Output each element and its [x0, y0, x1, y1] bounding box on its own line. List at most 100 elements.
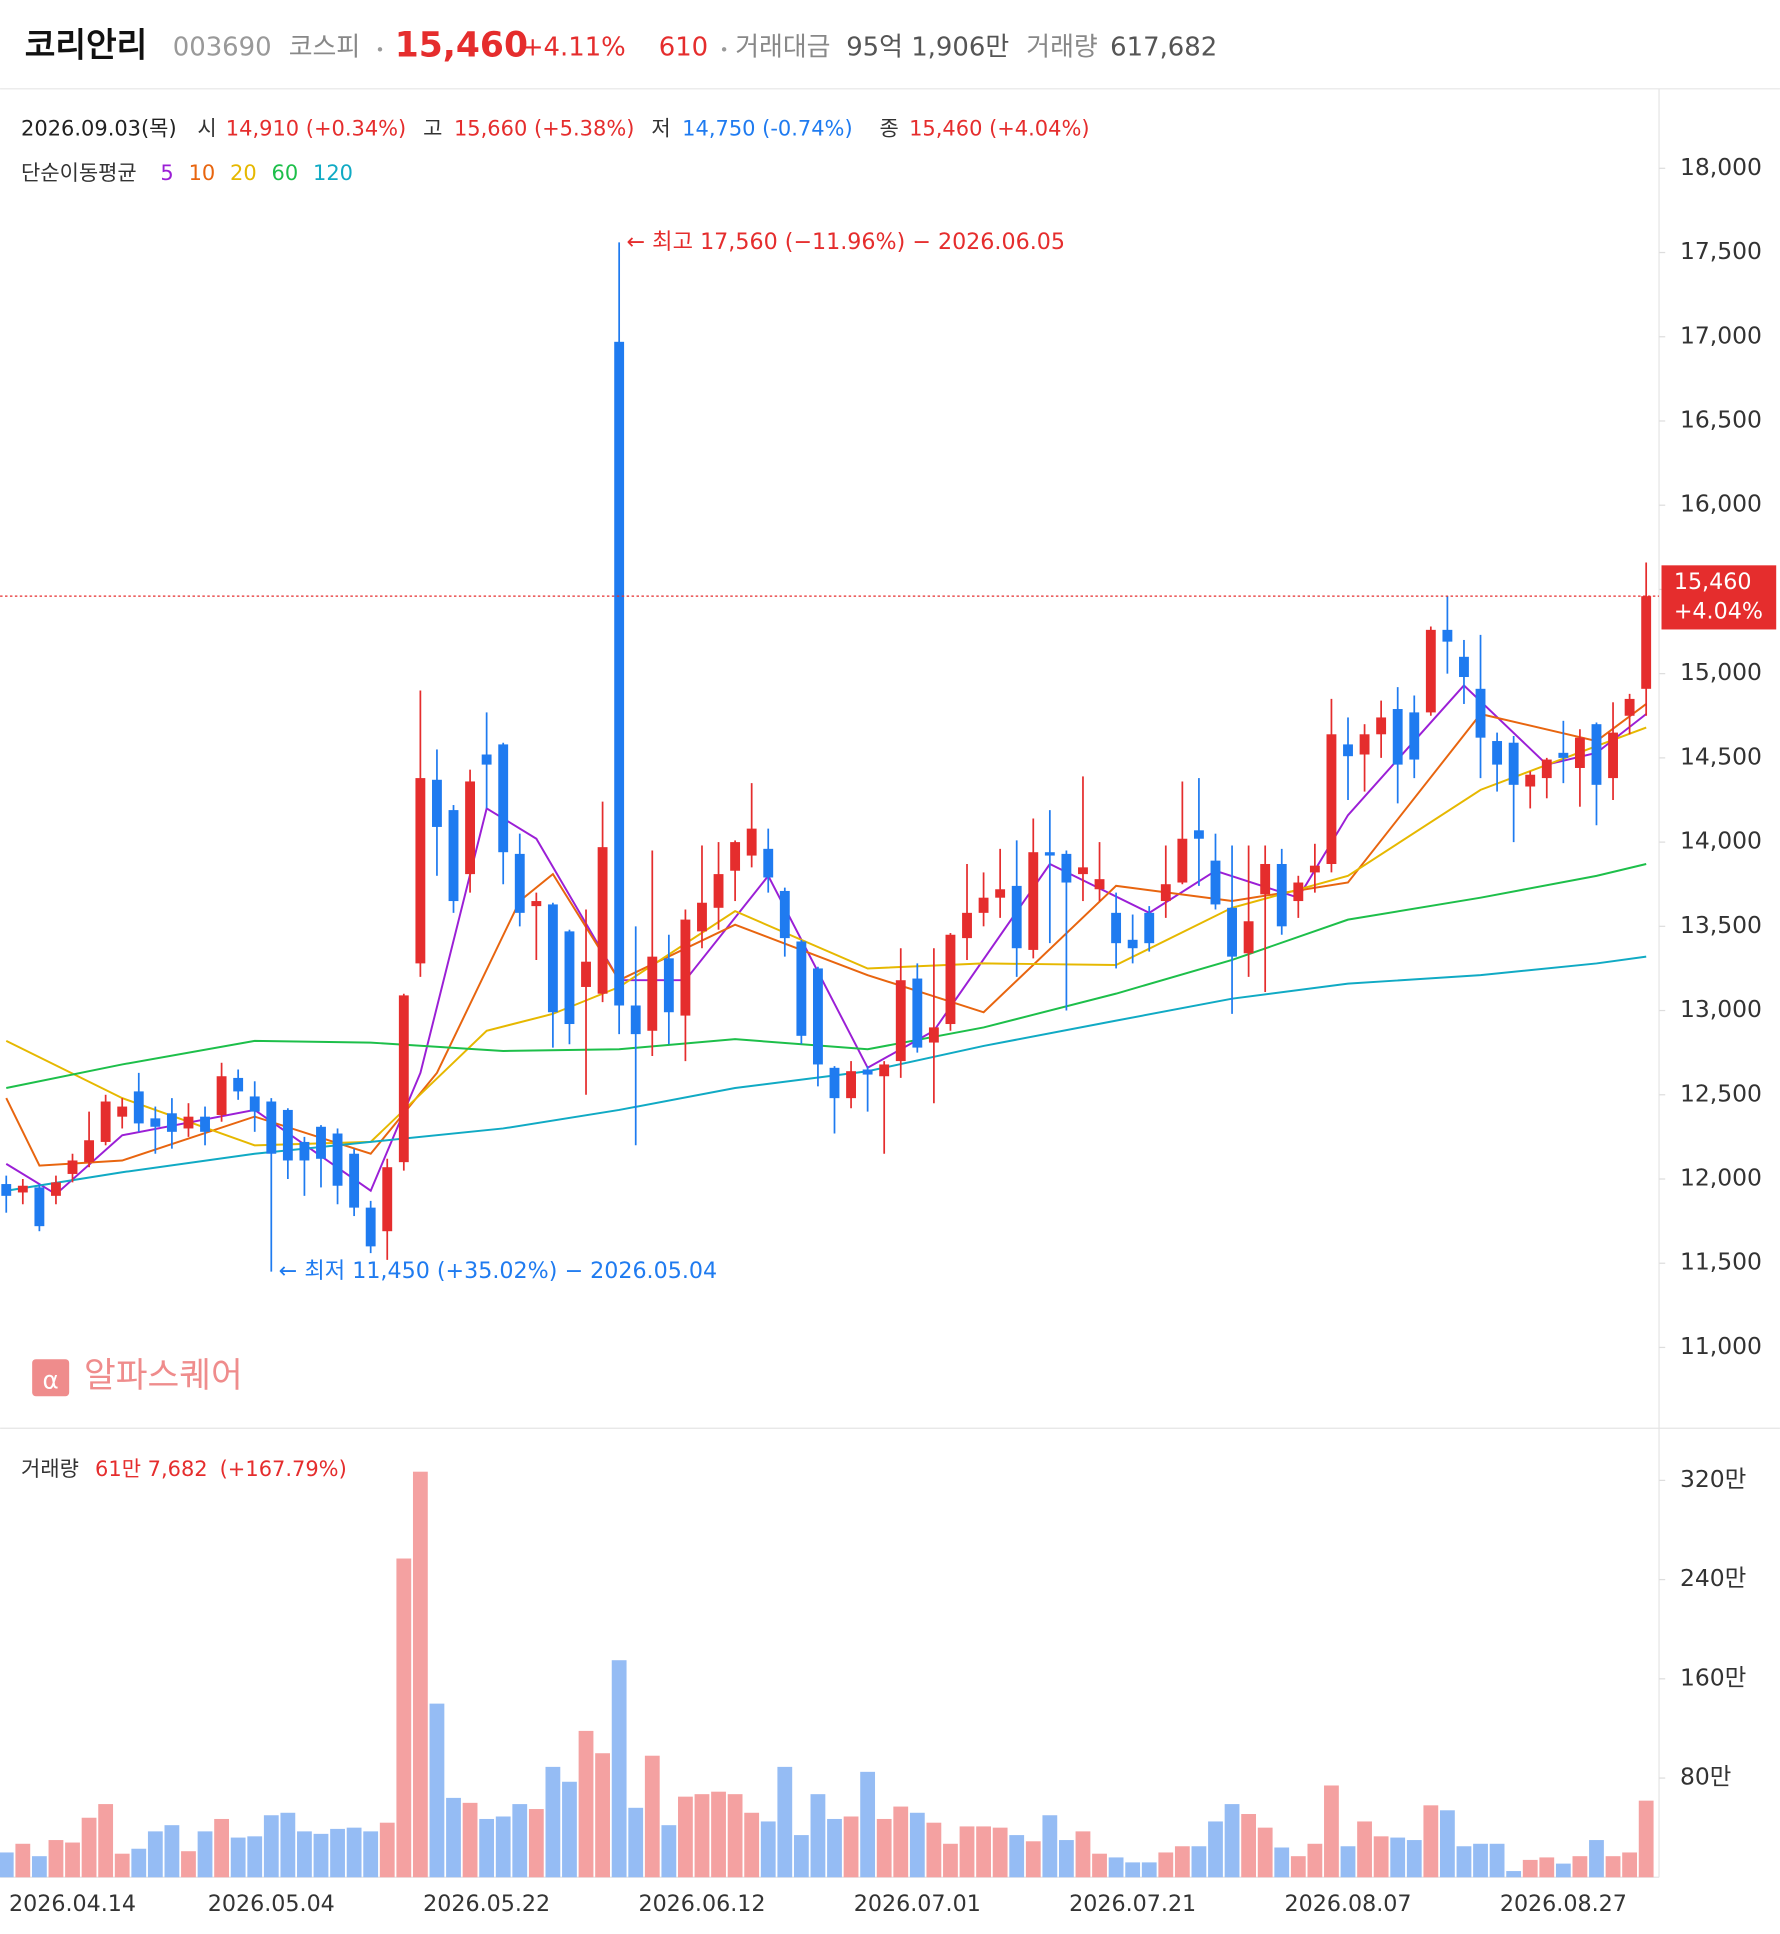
candle-body	[1641, 596, 1652, 689]
candle-body	[1558, 752, 1569, 758]
volume-bar	[396, 1558, 412, 1878]
volume-bar	[1324, 1785, 1339, 1878]
candle-body	[332, 1133, 343, 1186]
candle-body	[663, 958, 674, 1013]
high-annotation: ← 최고 17,560 (−11.96%) − 2026.06.05	[627, 229, 1065, 255]
candle-body	[879, 1064, 890, 1077]
y-tick-label: 15,000	[1680, 658, 1762, 686]
x-tick-label: 2026.07.21	[1069, 1891, 1196, 1917]
volume-bar	[1208, 1821, 1223, 1878]
volume-bar	[562, 1781, 577, 1878]
volume-bar	[1241, 1814, 1257, 1878]
stock-code: 003690	[173, 33, 272, 63]
volume-bar	[1473, 1843, 1488, 1878]
candle-body	[1193, 830, 1204, 839]
y-tick-label: 320만	[1680, 1465, 1746, 1493]
turnover-label: 거래대금	[735, 33, 830, 63]
candle-body	[100, 1101, 111, 1142]
candle-body	[117, 1106, 128, 1117]
volume-bar	[528, 1809, 544, 1878]
volume-last: 61만 7,682	[95, 1457, 208, 1481]
volume-bar	[628, 1807, 644, 1878]
volume-bar	[1589, 1840, 1604, 1878]
price-label-box	[1661, 565, 1777, 630]
candle-body	[17, 1185, 28, 1193]
market: 코스피	[289, 33, 360, 63]
candle-body	[266, 1101, 277, 1154]
stock-name: 코리안리	[25, 25, 148, 64]
volume-bar	[1274, 1847, 1290, 1878]
volume-bar	[678, 1796, 693, 1878]
volume-bar	[1075, 1831, 1091, 1878]
candle-body	[581, 961, 591, 987]
candle-body	[779, 890, 790, 939]
volume-bar	[1224, 1804, 1240, 1878]
candle-body	[1359, 734, 1370, 755]
candle-body	[481, 754, 492, 765]
candle-body	[1160, 884, 1171, 902]
volume-bar	[992, 1827, 1008, 1878]
candle-body	[282, 1109, 293, 1161]
volume-bar	[545, 1766, 561, 1878]
volume-bar	[893, 1806, 909, 1878]
change-rate: +4.11%	[522, 33, 626, 63]
volume-bar	[446, 1797, 461, 1878]
candle-body	[1591, 724, 1602, 785]
volume-bar	[147, 1831, 163, 1878]
y-tick-label: 160만	[1680, 1663, 1746, 1691]
price-label: 15,460	[1674, 569, 1752, 595]
volume-bar	[1506, 1871, 1522, 1878]
candle-body	[1227, 907, 1237, 957]
candle-body	[730, 842, 741, 871]
info-low: 14,750 (-0.74%)	[682, 117, 852, 141]
volume-bar	[1406, 1840, 1422, 1878]
candle-body	[514, 853, 525, 913]
volume-bar	[1357, 1821, 1372, 1878]
info-close: 15,460 (+4.04%)	[909, 117, 1089, 141]
volume-bar	[1191, 1846, 1207, 1878]
y-tick-label: 80만	[1680, 1763, 1731, 1791]
volume-title: 거래량	[21, 1457, 79, 1481]
candle-body	[812, 968, 823, 1065]
candle-body	[1425, 629, 1436, 713]
volume-bar	[31, 1856, 47, 1878]
ma-title: 단순이동평균	[21, 161, 137, 185]
candle-body	[1624, 698, 1635, 716]
volume-bar	[711, 1791, 726, 1878]
candle-body	[1111, 912, 1122, 944]
volume-bar	[876, 1818, 892, 1878]
moving-average	[6, 863, 1647, 1089]
candle-body	[829, 1067, 840, 1099]
candle-body	[1492, 741, 1503, 765]
volume-bar	[1059, 1840, 1074, 1878]
y-tick-label: 240만	[1680, 1564, 1746, 1592]
candle-body	[928, 1027, 939, 1043]
volume-bar	[1373, 1836, 1389, 1878]
info-date: 2026.09.03(목)	[21, 117, 177, 141]
y-tick-label: 11,000	[1680, 1332, 1762, 1360]
turnover: 95억 1,906만	[846, 33, 1009, 63]
volume-bar	[578, 1730, 594, 1878]
candle-body	[796, 941, 807, 1036]
volume-bar	[976, 1826, 991, 1878]
candle-body	[1442, 629, 1453, 642]
candle-body	[895, 980, 906, 1062]
candle-body	[249, 1096, 260, 1112]
y-tick-label: 16,500	[1680, 405, 1762, 433]
volume-bar	[48, 1840, 64, 1878]
volume-bar	[1423, 1805, 1439, 1878]
volume-bar	[661, 1825, 677, 1878]
x-tick-label: 2026.05.04	[208, 1891, 335, 1917]
candle-body	[962, 912, 972, 939]
volume-bar	[1257, 1827, 1273, 1878]
candle-body	[1210, 860, 1221, 905]
volume-change: (+167.79%)	[220, 1457, 347, 1481]
info-label: 저	[651, 117, 670, 141]
volume-bar	[694, 1794, 710, 1878]
volume-bar	[644, 1755, 660, 1878]
info-label: 고	[423, 117, 442, 141]
volume-bar	[860, 1771, 876, 1878]
volume-bar	[280, 1812, 296, 1878]
candle-body	[647, 956, 658, 1031]
volume-bar	[760, 1821, 776, 1878]
